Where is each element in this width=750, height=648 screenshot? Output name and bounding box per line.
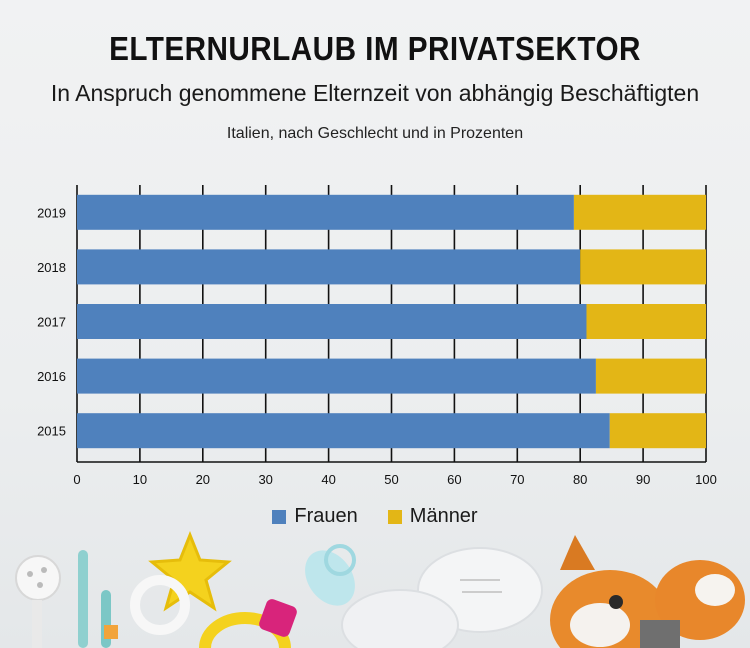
bar-männer-2017 [586, 304, 706, 339]
legend-item-frauen: Frauen [272, 505, 358, 528]
x-tick-label: 70 [510, 472, 524, 487]
plush-fox-icon [550, 535, 745, 648]
x-tick-label: 50 [384, 472, 398, 487]
chart-subtitle: In Anspruch genommene Elternzeit von abh… [50, 80, 700, 106]
bar-männer-2019 [573, 194, 706, 230]
y-tick-label: 2019 [37, 205, 66, 220]
bar-frauen-2019 [77, 194, 574, 230]
chart-note: Italien, nach Geschlecht und in Prozente… [226, 125, 524, 142]
x-tick-label: 100 [695, 472, 717, 487]
pacifier-clip-icon [15, 555, 61, 648]
x-tick-label: 0 [73, 472, 80, 487]
legend-label-maenner: Männer [409, 505, 478, 527]
bar-männer-2018 [580, 249, 706, 285]
x-tick-label: 10 [133, 472, 147, 487]
background-toys-illustration [15, 530, 745, 648]
baby-shoes-icon [341, 547, 543, 648]
x-tick-label: 30 [258, 472, 272, 487]
x-tick-label: 20 [196, 472, 210, 487]
x-tick-label: 60 [447, 472, 461, 487]
bar-chart: 2019 2018 2017 2016 2015 0 10 20 30 40 50 60 70 80 90 1… [37, 185, 717, 487]
legend-swatch-maenner [387, 509, 402, 524]
legend-label-frauen: Frauen [294, 505, 358, 527]
ring-toy-icon [199, 599, 297, 648]
legend-swatch-frauen [272, 509, 287, 524]
x-tick-label: 90 [636, 472, 650, 487]
bar-frauen-2016 [77, 358, 596, 394]
bar-männer-2015 [609, 413, 706, 449]
y-tick-label: 2017 [37, 315, 66, 330]
bar-frauen-2015 [77, 413, 610, 449]
teether-stick-icon [78, 550, 118, 648]
y-tick-label: 2018 [37, 260, 66, 275]
bar-männer-2016 [595, 358, 706, 394]
bar-frauen-2018 [77, 249, 581, 285]
chart-title: ELTERNURLAUB IM PRIVATSEKTOR [109, 30, 641, 67]
legend-item-maenner: Männer [387, 505, 478, 528]
bar-frauen-2017 [77, 304, 587, 339]
y-tick-label: 2016 [37, 369, 66, 384]
x-tick-label: 80 [573, 472, 587, 487]
pacifier-icon [305, 544, 356, 606]
legend: Frauen Männer [0, 505, 750, 528]
y-tick-label: 2015 [37, 424, 66, 439]
star-teether-icon [130, 530, 232, 635]
x-tick-label: 40 [321, 472, 335, 487]
